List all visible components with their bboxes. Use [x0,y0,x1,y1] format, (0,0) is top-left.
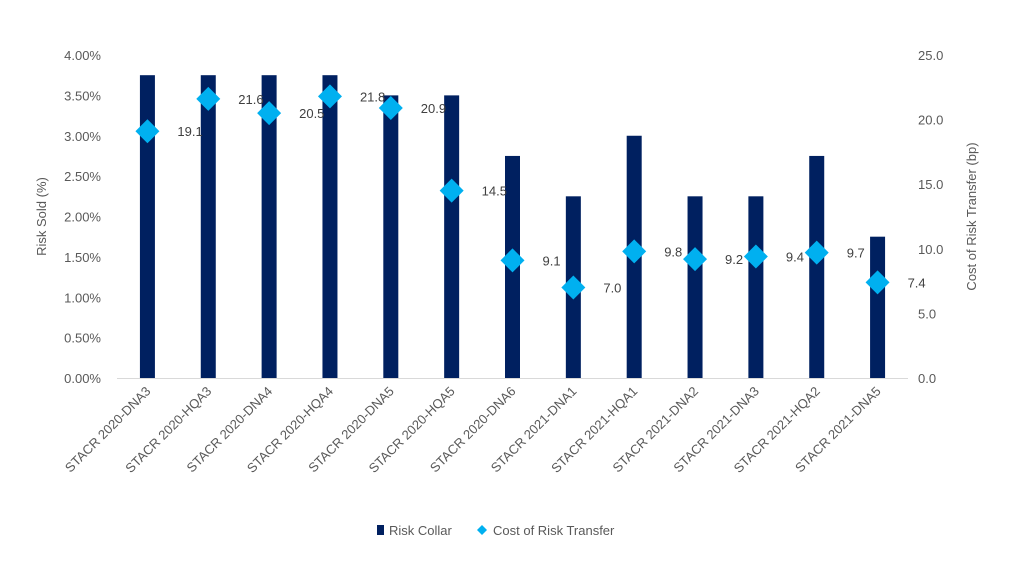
legend-bar-swatch [377,525,384,535]
data-label-8: 7.0 [603,281,621,296]
right-tick-label: 15.0 [918,177,943,192]
right-tick-label: 25.0 [918,48,943,63]
marker-3 [257,101,282,126]
bar-series [139,75,886,378]
data-label-5: 20.9 [421,101,446,116]
bar-11 [748,196,764,378]
left-tick-label: 0.00% [64,371,101,386]
marker-12 [804,240,829,265]
marker-13 [865,270,890,295]
left-tick-label: 3.50% [64,88,101,103]
legend-bar-label: Risk Collar [389,523,453,538]
bar-13 [870,236,886,378]
marker-11 [743,244,768,269]
marker-4 [317,84,342,109]
data-label-9: 9.8 [664,244,682,259]
left-tick-label: 4.00% [64,48,101,63]
data-label-3: 20.5 [299,106,324,121]
bar-1 [139,75,155,378]
bar-10 [687,196,703,378]
data-label-6: 14.5 [482,184,507,199]
legend-marker-label: Cost of Risk Transfer [493,523,615,538]
left-tick-label: 2.50% [64,169,101,184]
right-axis-ticks: 0.0 5.0 10.0 15.0 20.0 25.0 [918,48,943,386]
left-tick-label: 1.50% [64,250,101,265]
right-axis-title: Cost of Risk Transfer (bp) [964,142,979,290]
bar-4 [322,75,338,378]
marker-6 [439,178,464,203]
data-label-2: 21.6 [238,92,263,107]
marker-series [135,84,890,300]
bar-2 [200,75,216,378]
data-label-12: 9.7 [847,246,865,261]
data-label-11: 9.4 [786,250,804,265]
data-label-4: 21.8 [360,89,385,104]
data-labels: 19.1 21.6 20.5 21.8 20.9 14.5 9.1 7.0 9.8 9.2 9.4 9… [177,89,925,295]
marker-10 [683,247,708,272]
marker-5 [378,95,403,120]
bar-3 [261,75,277,378]
data-label-1: 19.1 [177,124,202,139]
legend: Risk Collar Cost of Risk Transfer [377,523,615,538]
marker-8 [561,275,586,300]
data-label-10: 9.2 [725,252,743,267]
marker-7 [500,248,525,273]
left-tick-label: 3.00% [64,129,101,144]
left-tick-label: 1.00% [64,290,101,305]
left-tick-label: 2.00% [64,210,101,225]
legend-diamond-swatch [477,525,487,535]
right-tick-label: 5.0 [918,306,936,321]
left-axis-ticks: 0.00% 0.50% 1.00% 1.50% 2.00% 2.50% 3.00% 3.50%… [64,48,101,386]
marker-2 [196,86,221,111]
marker-1 [135,119,160,144]
right-tick-label: 10.0 [918,242,943,257]
bar-5 [383,95,399,378]
right-tick-label: 0.0 [918,371,936,386]
bar-12 [809,155,825,378]
bar-6 [444,95,460,378]
right-tick-label: 20.0 [918,113,943,128]
data-label-7: 9.1 [543,253,561,268]
data-label-13: 7.4 [908,275,926,290]
left-tick-label: 0.50% [64,331,101,346]
marker-9 [622,239,647,264]
left-axis-title: Risk Sold (%) [34,177,49,256]
